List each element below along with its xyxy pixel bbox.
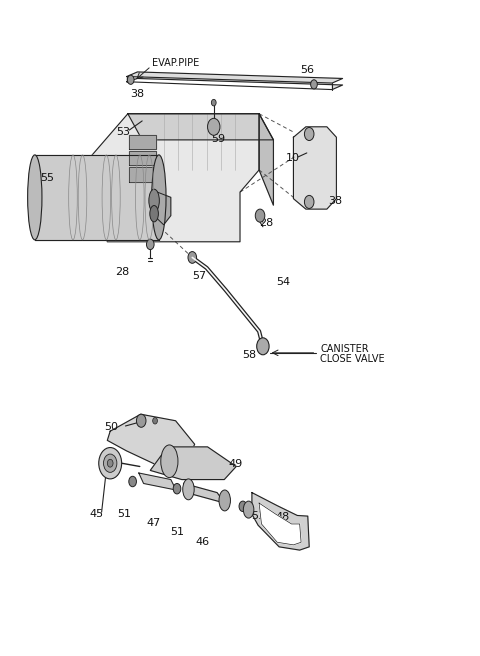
Text: 28: 28 [259, 218, 274, 228]
Polygon shape [108, 414, 195, 466]
Text: 51: 51 [251, 511, 265, 521]
Circle shape [304, 127, 314, 140]
Text: 47: 47 [146, 518, 160, 527]
Polygon shape [88, 113, 259, 242]
Text: CANISTER: CANISTER [320, 344, 369, 354]
Circle shape [153, 417, 157, 424]
Ellipse shape [149, 189, 159, 212]
Ellipse shape [183, 479, 194, 500]
Circle shape [146, 239, 154, 250]
Polygon shape [129, 151, 156, 165]
Circle shape [304, 195, 314, 209]
Polygon shape [184, 483, 225, 503]
Text: 38: 38 [131, 89, 144, 99]
Polygon shape [259, 113, 274, 205]
Circle shape [255, 209, 265, 222]
Ellipse shape [152, 155, 166, 240]
Text: 28: 28 [115, 268, 129, 277]
Circle shape [136, 414, 146, 427]
Circle shape [211, 99, 216, 106]
Text: EVAP.PIPE: EVAP.PIPE [152, 58, 199, 68]
Text: 38: 38 [328, 195, 343, 205]
Polygon shape [139, 473, 176, 490]
Polygon shape [128, 113, 274, 140]
Circle shape [311, 80, 317, 89]
Ellipse shape [129, 476, 136, 487]
Text: 46: 46 [196, 537, 210, 547]
Ellipse shape [150, 205, 158, 222]
Polygon shape [129, 134, 156, 149]
Ellipse shape [104, 454, 117, 472]
Text: CLOSE VALVE: CLOSE VALVE [320, 354, 385, 364]
Ellipse shape [219, 490, 230, 511]
Ellipse shape [28, 155, 42, 240]
Text: 58: 58 [242, 350, 257, 360]
Polygon shape [35, 155, 159, 240]
Polygon shape [293, 127, 336, 209]
Text: 56: 56 [300, 65, 314, 75]
Circle shape [257, 338, 269, 355]
Text: 10: 10 [286, 153, 300, 163]
Ellipse shape [243, 501, 254, 518]
Text: 59: 59 [212, 134, 226, 144]
Ellipse shape [108, 459, 113, 467]
Circle shape [207, 118, 220, 135]
Text: 51: 51 [118, 509, 132, 519]
Ellipse shape [173, 483, 181, 494]
Polygon shape [129, 167, 156, 182]
Circle shape [188, 251, 197, 263]
Ellipse shape [99, 447, 121, 479]
Text: 50: 50 [104, 422, 118, 432]
Text: 51: 51 [170, 527, 184, 537]
Polygon shape [150, 447, 236, 480]
Ellipse shape [161, 445, 178, 478]
Text: 45: 45 [90, 509, 104, 519]
Polygon shape [127, 72, 343, 90]
Text: 53: 53 [116, 127, 130, 137]
Polygon shape [259, 503, 301, 545]
Polygon shape [154, 191, 171, 225]
Text: 48: 48 [276, 512, 290, 522]
Text: 54: 54 [276, 277, 290, 287]
Circle shape [127, 75, 134, 85]
Text: 49: 49 [228, 459, 242, 469]
Text: 57: 57 [192, 271, 206, 281]
Polygon shape [252, 493, 309, 550]
Ellipse shape [239, 501, 247, 512]
Text: 55: 55 [40, 173, 54, 183]
